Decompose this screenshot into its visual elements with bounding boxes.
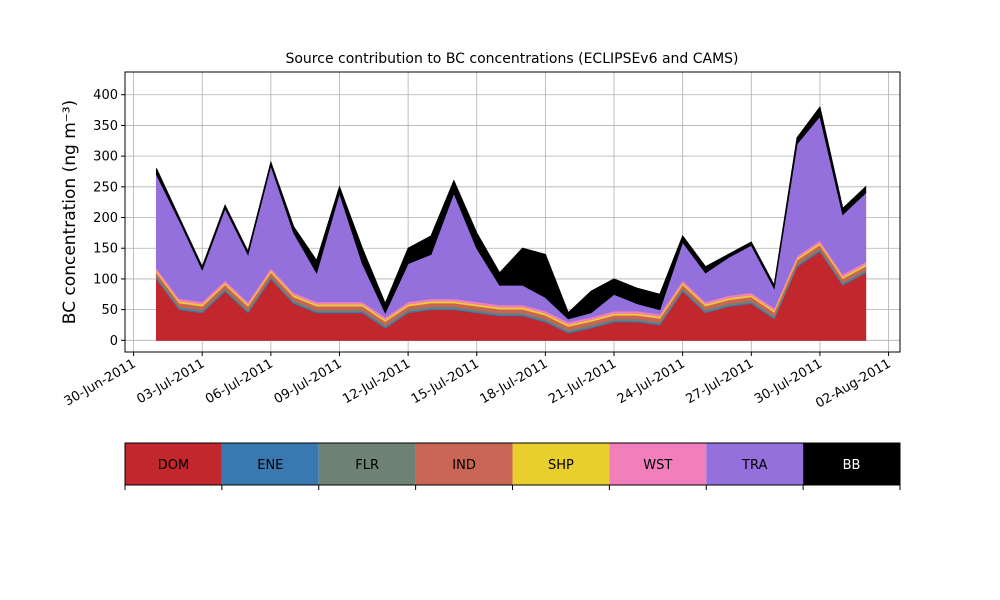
y-axis-label: BC concentration (ng m⁻³) xyxy=(60,100,80,324)
legend-swatch xyxy=(415,443,513,485)
x-tick-label: 06-Jul-2011 xyxy=(203,356,276,407)
y-tick-label: 350 xyxy=(93,119,118,134)
legend-label: WST xyxy=(643,458,672,473)
legend-swatch xyxy=(125,443,222,485)
y-tick-label: 300 xyxy=(93,150,118,165)
y-tick-label: 0 xyxy=(110,334,118,349)
legend-swatch xyxy=(318,443,416,485)
legend-label: SHP xyxy=(548,458,574,473)
legend-swatch xyxy=(706,443,804,485)
y-tick-label: 250 xyxy=(93,180,118,195)
x-tick-label: 12-Jul-2011 xyxy=(340,356,413,407)
y-tick-label: 150 xyxy=(93,242,118,257)
legend-label: BB xyxy=(843,458,861,473)
y-tick-label: 200 xyxy=(93,211,118,226)
legend-label: DOM xyxy=(158,458,189,473)
chart-title: Source contribution to BC concentrations… xyxy=(285,51,738,67)
legend-swatch xyxy=(803,443,900,485)
legend-label: IND xyxy=(452,458,476,473)
y-tick-label: 100 xyxy=(93,272,118,287)
x-tick-label: 30-Jun-2011 xyxy=(62,356,139,409)
x-tick-label: 24-Jul-2011 xyxy=(615,356,688,407)
y-tick-label: 400 xyxy=(93,88,118,103)
legend-swatch xyxy=(609,443,707,485)
x-tick-label: 15-Jul-2011 xyxy=(409,356,482,407)
x-tick-label: 18-Jul-2011 xyxy=(478,356,551,407)
x-tick-label: 03-Jul-2011 xyxy=(134,356,207,407)
x-tick-label: 21-Jul-2011 xyxy=(546,356,619,407)
legend-label: TRA xyxy=(741,458,767,473)
x-tick-label: 09-Jul-2011 xyxy=(272,356,345,407)
legend-label: FLR xyxy=(355,458,379,473)
legend-swatch xyxy=(221,443,319,485)
legend-swatch xyxy=(512,443,610,485)
area xyxy=(155,105,867,320)
x-tick-label: 27-Jul-2011 xyxy=(683,356,756,407)
plot-frame xyxy=(124,71,901,353)
legend-label: ENE xyxy=(257,458,283,473)
x-tick-label: 02-Aug-2011 xyxy=(813,356,893,411)
y-tick-label: 50 xyxy=(101,303,118,318)
